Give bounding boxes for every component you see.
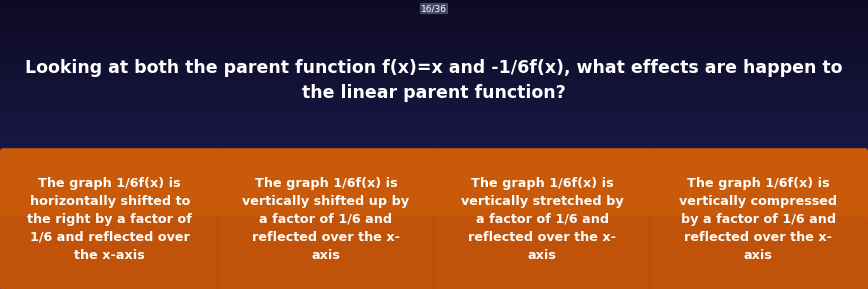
Text: The graph 1/6f(x) is
vertically compressed
by a factor of 1/6 and
reflected over: The graph 1/6f(x) is vertically compress… — [679, 177, 838, 262]
Bar — [0, 0, 868, 168]
Text: The graph 1/6f(x) is
horizontally shifted to
the right by a factor of
1/6 and re: The graph 1/6f(x) is horizontally shifte… — [28, 177, 192, 262]
Text: The graph 1/6f(x) is
vertically stretched by
a factor of 1/6 and
reflected over : The graph 1/6f(x) is vertically stretche… — [461, 177, 623, 262]
FancyBboxPatch shape — [648, 216, 868, 289]
FancyBboxPatch shape — [216, 216, 436, 289]
FancyBboxPatch shape — [432, 216, 652, 289]
FancyBboxPatch shape — [216, 148, 436, 289]
FancyBboxPatch shape — [0, 216, 220, 289]
Text: Looking at both the parent function f(x)=x and -1/6f(x), what effects are happen: Looking at both the parent function f(x)… — [25, 60, 843, 102]
FancyBboxPatch shape — [0, 148, 220, 289]
Text: 16/36: 16/36 — [421, 4, 447, 13]
Text: The graph 1/6f(x) is
vertically shifted up by
a factor of 1/6 and
reflected over: The graph 1/6f(x) is vertically shifted … — [242, 177, 410, 262]
FancyBboxPatch shape — [648, 148, 868, 289]
FancyBboxPatch shape — [432, 148, 652, 289]
